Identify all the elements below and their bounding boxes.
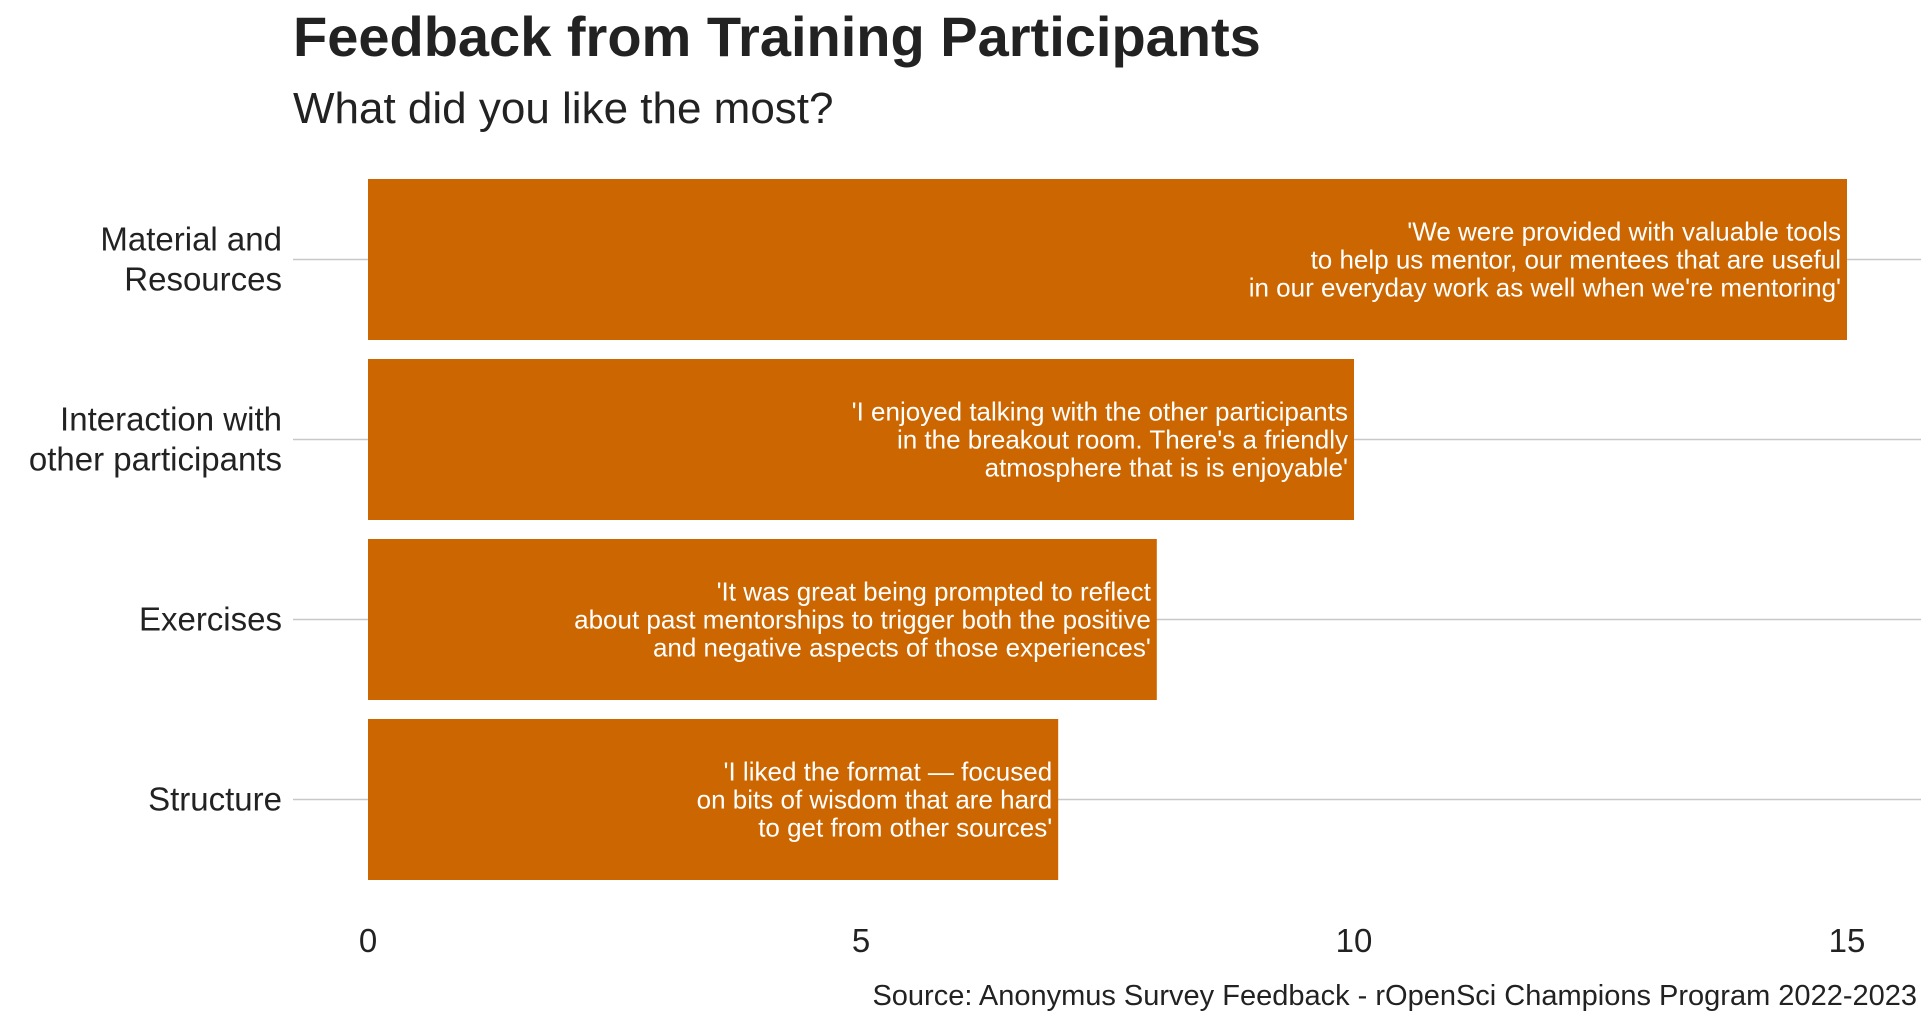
bar-quote-line: about past mentorships to trigger both t… (574, 605, 1151, 635)
bar-quote-line: to help us mentor, our mentees that are … (1311, 245, 1841, 275)
bar-quote-line: and negative aspects of those experience… (653, 633, 1151, 663)
bar-quote-line: atmosphere that is is enjoyable' (985, 453, 1348, 483)
category-label-line: Interaction with (60, 401, 282, 438)
bar (368, 359, 1354, 520)
category-label: Material and Resources (100, 221, 282, 298)
category-label: Exercises (139, 601, 282, 638)
bar-quote-line: in our everyday work as well when we're … (1249, 273, 1841, 303)
bar-quote-line: to get from other sources' (758, 813, 1052, 843)
x-tick-label: 0 (359, 922, 377, 959)
bar-quote: 'I enjoyed talking with the other partic… (852, 397, 1348, 483)
category-label-line: other participants (29, 441, 282, 478)
category-label: Interaction with other participants (29, 401, 282, 478)
chart-title: Feedback from Training Participants (293, 5, 1261, 68)
category-label-line: Resources (124, 261, 282, 298)
category-label-line: Structure (148, 781, 282, 818)
bar-quote: 'We were provided with valuable tools to … (1249, 217, 1841, 303)
bar-quote-line: in the breakout room. There's a friendly (897, 425, 1348, 455)
x-tick-label: 5 (852, 922, 870, 959)
bar (368, 539, 1157, 700)
bar (368, 719, 1059, 880)
chart-caption: Source: Anonymus Survey Feedback - rOpen… (872, 980, 1917, 1012)
x-tick-label: 15 (1829, 922, 1866, 959)
bar-quote: 'It was great being prompted to reflect a… (574, 577, 1151, 663)
bar-quote-line: 'I enjoyed talking with the other partic… (852, 397, 1348, 427)
x-tick-label: 10 (1336, 922, 1373, 959)
category-label: Structure (148, 781, 282, 818)
category-label-line: Material and (100, 221, 282, 258)
bar-quote-line: 'We were provided with valuable tools (1407, 217, 1841, 247)
bar-quote: 'I liked the format — focused on bits of … (697, 757, 1053, 843)
bar-quote-line: on bits of wisdom that are hard (697, 785, 1053, 815)
chart-subtitle: What did you like the most? (293, 84, 834, 133)
bar-quote-line: 'I liked the format — focused (724, 757, 1053, 787)
bar-quote-line: 'It was great being prompted to reflect (717, 577, 1152, 607)
category-label-line: Exercises (139, 601, 282, 638)
bar (368, 179, 1847, 340)
